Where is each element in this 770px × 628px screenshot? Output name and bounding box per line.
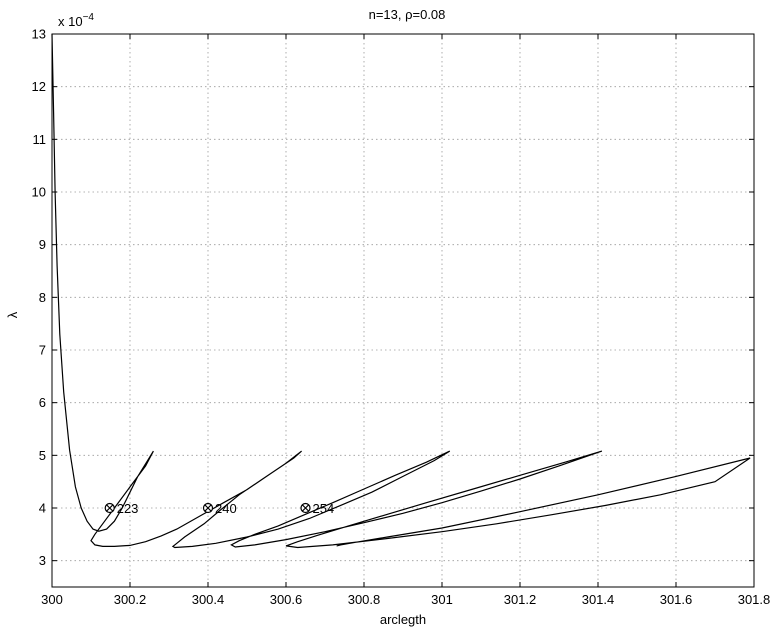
x-axis-label: arclegth <box>380 612 426 627</box>
bifurcation-marker: 254 <box>300 501 335 516</box>
y-tick-label: 4 <box>39 501 46 516</box>
series-layer <box>51 33 751 549</box>
markers-layer: 223 240 254 <box>104 501 335 516</box>
y-tick-label: 13 <box>32 27 46 42</box>
y-axis-ticks: 3 4 5 6 7 8 9 10 11 12 13 <box>32 27 754 568</box>
bifurcation-marker: 240 <box>202 501 237 516</box>
marker-cross <box>301 504 310 512</box>
x-tick-label: 300.2 <box>114 592 147 607</box>
y-tick-label: 3 <box>39 553 46 568</box>
marker-cross <box>106 504 114 512</box>
y-tick-label: 9 <box>39 237 46 252</box>
y-tick-label: 10 <box>32 185 46 200</box>
plot-area-frame <box>51 33 755 588</box>
x-tick-label: 301 <box>431 592 453 607</box>
marker-label: 240 <box>215 501 237 516</box>
y-tick-label: 11 <box>33 132 47 147</box>
x-axis-ticks: 300 300.2 300.4 300.6 300.8 301 301.2 301.4 301.… <box>41 34 770 607</box>
y-tick-label: 6 <box>39 395 46 410</box>
x-tick-label: 301.8 <box>738 592 770 607</box>
y-axis-label: λ <box>5 311 20 318</box>
y-tick-label: 12 <box>32 79 46 94</box>
x-tick-label: 301.2 <box>504 592 537 607</box>
y-tick-label: 5 <box>39 448 46 463</box>
marker-cross <box>204 504 212 512</box>
chart-title: n=13, ρ=0.08 <box>369 7 446 22</box>
x-tick-label: 300 <box>41 592 63 607</box>
marker-label: 223 <box>117 501 139 516</box>
y-exponent-power: −4 <box>83 12 95 23</box>
x-tick-label: 301.6 <box>660 592 693 607</box>
y-exponent-label: x 10−4 <box>58 12 94 29</box>
x-tick-label: 301.4 <box>582 592 615 607</box>
y-tick-label: 8 <box>39 290 46 305</box>
grid-lines <box>52 34 754 587</box>
y-tick-label: 7 <box>39 343 46 358</box>
x-tick-label: 300.6 <box>270 592 303 607</box>
bifurcation-marker: 223 <box>104 501 139 516</box>
x-tick-label: 300.8 <box>348 592 381 607</box>
y-exponent-base: x 10 <box>58 14 83 29</box>
x-tick-label: 300.4 <box>192 592 225 607</box>
marker-label: 254 <box>313 501 335 516</box>
series-line <box>51 33 751 549</box>
